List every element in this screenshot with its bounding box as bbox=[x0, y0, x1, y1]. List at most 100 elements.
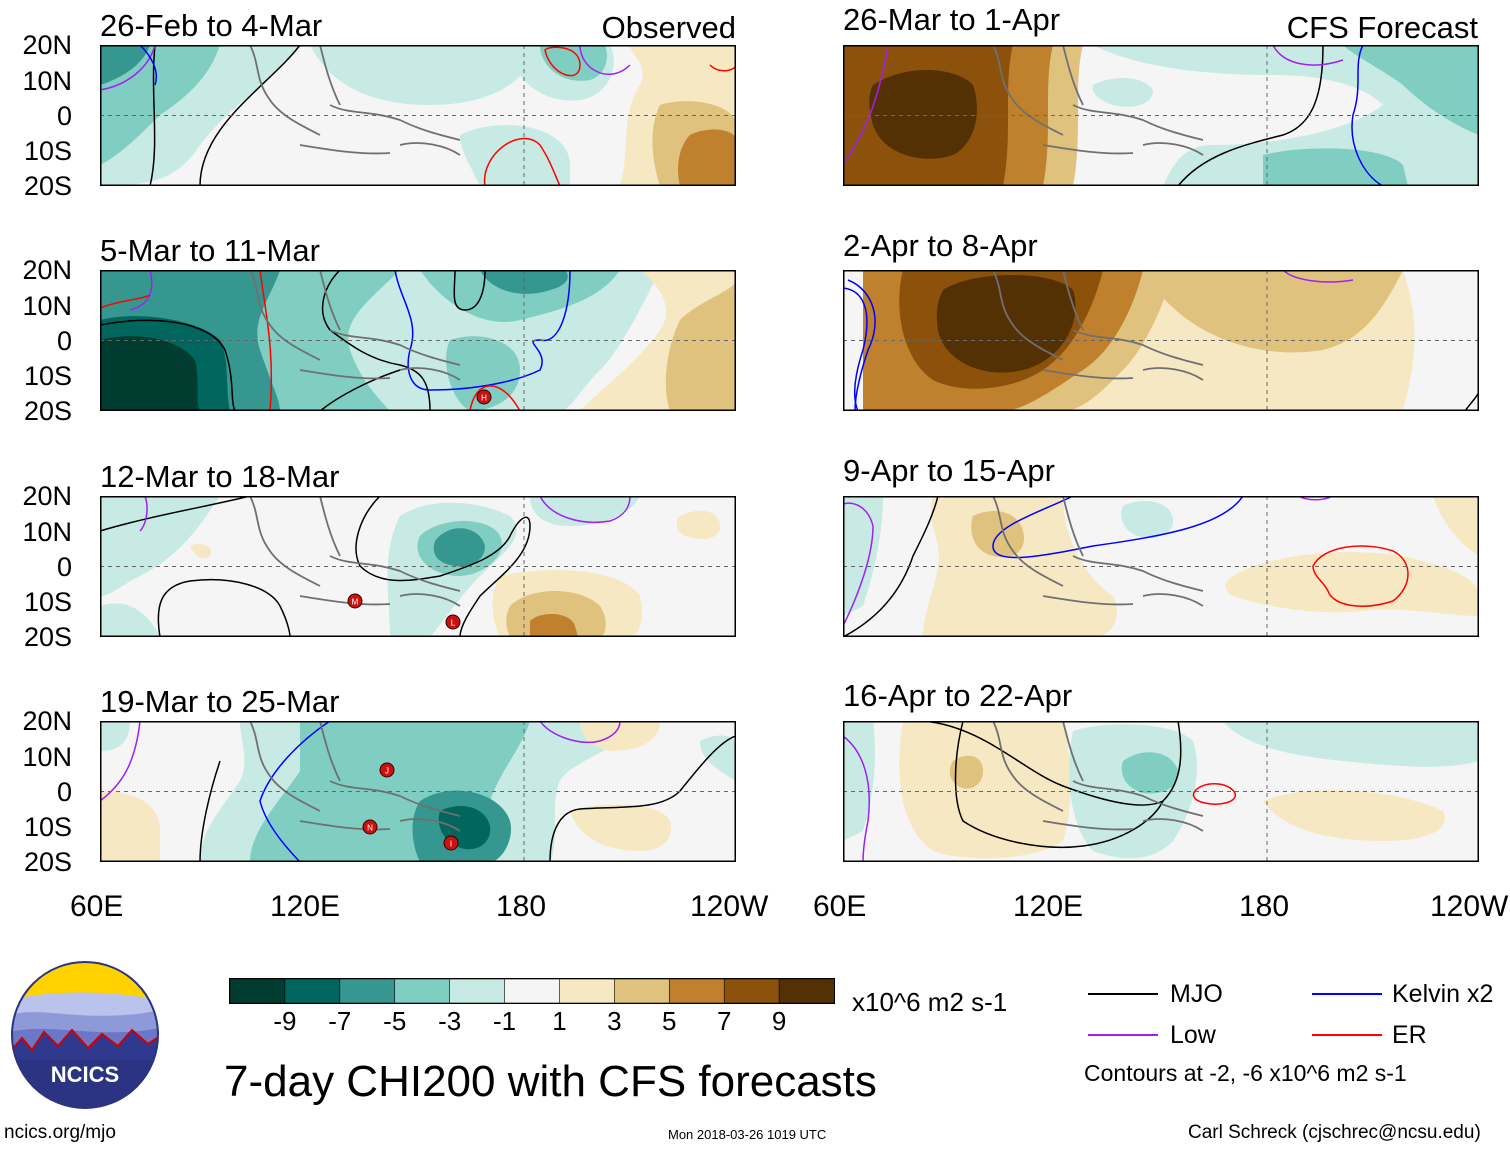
storm-marker-label: I bbox=[450, 840, 452, 849]
lat-tick-label: 10S bbox=[23, 587, 72, 617]
anomaly-fill bbox=[665, 280, 736, 411]
anomaly-fill bbox=[190, 544, 211, 559]
low-contour bbox=[539, 721, 621, 743]
anomaly-fill bbox=[1121, 501, 1173, 538]
colorbar-units: x10^6 m2 s-1 bbox=[852, 987, 1008, 1017]
colorbar-tick-label: -3 bbox=[438, 1006, 462, 1036]
lon-tick-label: 60E bbox=[70, 890, 124, 923]
legend-label-er: ER bbox=[1392, 1021, 1427, 1049]
coastline bbox=[249, 496, 461, 607]
legend-line-er bbox=[1312, 1034, 1382, 1036]
lat-tick-label: 20N bbox=[22, 706, 72, 736]
panel-title-8: 16-Apr to 22-Apr bbox=[843, 678, 1073, 713]
mjo-contour bbox=[157, 578, 291, 637]
anomaly-fill bbox=[971, 511, 1024, 558]
anomaly-fill bbox=[100, 603, 160, 637]
lat-tick-label: 10S bbox=[23, 812, 72, 842]
colorbar-swatch bbox=[284, 979, 341, 1003]
observed-label: Observed bbox=[601, 10, 736, 45]
map-panel-8 bbox=[843, 721, 1479, 862]
mjo-contour bbox=[843, 496, 939, 637]
storm-marker-label: M bbox=[352, 598, 359, 607]
er-contour bbox=[259, 270, 273, 411]
footer-url[interactable]: ncics.org/mjo bbox=[4, 1122, 116, 1143]
colorbar-tick-label: -7 bbox=[328, 1006, 352, 1036]
storm-marker-label: H bbox=[481, 394, 487, 403]
low-contour bbox=[100, 721, 141, 802]
lon-tick-label: 120E bbox=[1013, 890, 1084, 923]
lon-tick-label: 120W bbox=[690, 890, 769, 923]
panel-title-3: 12-Mar to 18-Mar bbox=[100, 459, 340, 494]
chart-title: 7-day CHI200 with CFS forecasts bbox=[224, 1057, 877, 1106]
low-contour bbox=[139, 496, 148, 532]
lon-tick-label: 180 bbox=[496, 890, 547, 923]
lat-tick-label: 10S bbox=[23, 361, 72, 391]
lat-tick-label: 20S bbox=[23, 847, 72, 877]
anomaly-fill bbox=[570, 804, 671, 851]
coastline bbox=[992, 721, 1204, 832]
colorbar-swatch bbox=[449, 979, 506, 1003]
lat-tick-label: 20S bbox=[23, 622, 72, 652]
anomaly-fill bbox=[310, 45, 540, 105]
kelvin-contour bbox=[139, 45, 157, 86]
mjo-contour bbox=[149, 45, 156, 186]
anomaly-fill bbox=[100, 336, 200, 411]
low-contour bbox=[100, 45, 156, 91]
colorbar-swatch bbox=[614, 979, 671, 1003]
anomaly-fill bbox=[899, 721, 1071, 859]
lon-tick-label: 120E bbox=[270, 890, 341, 923]
lat-tick-label: 20N bbox=[22, 481, 72, 511]
low-contour bbox=[843, 45, 889, 166]
lat-tick-label: 0 bbox=[56, 326, 72, 356]
anomaly-fill bbox=[700, 735, 736, 781]
storm-marker-j: J bbox=[379, 762, 395, 778]
map-panel-4: J N I bbox=[100, 721, 736, 862]
legend-label-kelvin: Kelvin x2 bbox=[1392, 980, 1494, 1008]
map-panel-5 bbox=[843, 45, 1479, 186]
lat-tick-label: 0 bbox=[56, 101, 72, 131]
colorbar-tick-label: -9 bbox=[273, 1006, 297, 1036]
anomaly-fill bbox=[433, 528, 485, 567]
colorbar-tick-label: 3 bbox=[607, 1006, 622, 1036]
coastline bbox=[992, 270, 1204, 381]
colorbar-tick-label: 5 bbox=[662, 1006, 677, 1036]
colorbar-swatch bbox=[504, 979, 561, 1003]
anomaly-fill bbox=[1092, 78, 1153, 107]
mjo-contour bbox=[100, 496, 251, 532]
colorbar-tick-label: 9 bbox=[771, 1006, 787, 1036]
colorbar bbox=[229, 978, 835, 1004]
footer-author: Carl Schreck (cjschrec@ncsu.edu) bbox=[1188, 1122, 1481, 1143]
lat-tick-label: 10N bbox=[22, 517, 72, 547]
anomaly-fill bbox=[100, 721, 130, 751]
mjo-contour bbox=[100, 319, 236, 411]
mjo-contour bbox=[1177, 45, 1324, 186]
forecast-label: CFS Forecast bbox=[1286, 10, 1478, 45]
contour-note: Contours at -2, -6 x10^6 m2 s-1 bbox=[1084, 1060, 1407, 1086]
anomaly-fill bbox=[1433, 496, 1479, 556]
coastline bbox=[249, 270, 461, 381]
lat-tick-label: 10N bbox=[22, 742, 72, 772]
mjo-contour bbox=[199, 760, 221, 862]
low-contour bbox=[843, 502, 874, 627]
legend-line-mjo bbox=[1088, 993, 1158, 995]
er-contour bbox=[483, 138, 561, 186]
low-contour bbox=[539, 496, 631, 523]
legend-label-mjo: MJO bbox=[1170, 980, 1223, 1008]
anomaly-fill bbox=[100, 791, 160, 862]
panel-title-6: 2-Apr to 8-Apr bbox=[843, 228, 1038, 263]
low-contour bbox=[579, 45, 631, 75]
coastline bbox=[992, 496, 1204, 607]
colorbar-tick-label: -5 bbox=[383, 1006, 407, 1036]
colorbar-swatch bbox=[723, 979, 780, 1003]
storm-marker-n: N bbox=[362, 819, 378, 835]
colorbar-swatch bbox=[230, 979, 286, 1003]
map-panel-2: H bbox=[100, 270, 736, 411]
lon-tick-label: 60E bbox=[813, 890, 867, 923]
panel-title-7: 9-Apr to 15-Apr bbox=[843, 453, 1055, 488]
anomaly-fill bbox=[1093, 45, 1479, 186]
lat-tick-label: 0 bbox=[56, 552, 72, 582]
lat-tick-label: 20S bbox=[23, 396, 72, 426]
colorbar-tick-label: 7 bbox=[716, 1006, 732, 1036]
er-contour bbox=[469, 385, 521, 411]
anomaly-fill bbox=[1121, 752, 1179, 794]
